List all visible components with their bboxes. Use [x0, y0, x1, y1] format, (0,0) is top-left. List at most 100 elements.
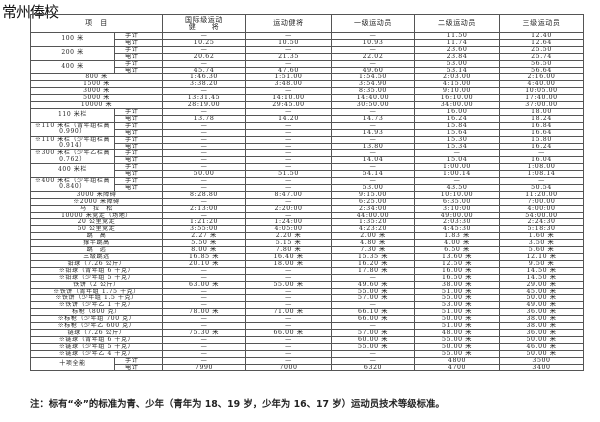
standard-value: 15.64: [414, 128, 500, 137]
timing-method: 电计: [114, 128, 163, 137]
header-col: 一级运动员: [331, 14, 415, 33]
standard-value: —: [162, 315, 246, 324]
standard-value: —: [245, 87, 332, 96]
table-row: ※300 米栏（少年乙栏高 0.762） 手计 — — — — —: [30, 149, 584, 165]
standard-value: —: [162, 335, 246, 344]
standard-value: —: [331, 177, 415, 185]
standard-value: 1:46.30: [162, 73, 246, 82]
standard-value: 16.00: [414, 107, 500, 116]
standard-value: —: [245, 356, 332, 365]
standard-value: 55.00 米: [414, 349, 500, 358]
standard-value: 5:18:30: [499, 225, 584, 234]
table-row: 3000 米 — —8:35.00 9:10.00 10:05.00: [30, 87, 584, 96]
standard-value: —: [331, 149, 415, 158]
standard-value: —: [245, 142, 332, 151]
table-row: ※2000 米障碍 — —6:25.00 6:35.00 7:00.00: [30, 197, 584, 206]
standard-value: 2:13:00: [162, 204, 246, 213]
standard-value: 38.00 米: [499, 315, 584, 324]
standard-value: 11:20.00: [499, 190, 584, 199]
standard-value: 5.50 米: [162, 239, 246, 248]
standard-value: 25.50: [499, 45, 584, 54]
standard-value: —: [331, 356, 415, 365]
standard-value: 46.00 米: [499, 342, 584, 351]
standard-value: 23.84: [414, 52, 500, 61]
event-label: 三级跳远: [30, 253, 163, 261]
standard-value: 53.00 米: [414, 301, 500, 310]
standard-value: 7.30 米: [331, 246, 415, 254]
standard-value: —: [331, 107, 415, 116]
standard-value: 14.50 米: [499, 273, 584, 282]
standard-value: 14.04: [331, 156, 415, 165]
standard-value: 29:45.00: [245, 101, 332, 109]
standard-value: 57.00 米: [331, 328, 415, 337]
standard-value: 17:40.00: [499, 94, 584, 103]
standard-value: —: [162, 135, 246, 144]
table-row: ※链球（青年组 6 千克） — —60.00 米 55.00 米 50.00 米: [30, 335, 584, 344]
standard-value: 7000: [245, 363, 332, 372]
footnote: 注：标有“※”的标准为青、少年（青年为 18、19 岁，少年为 16、17 岁）…: [30, 399, 445, 410]
standard-value: 12.64: [499, 38, 584, 47]
table-row: ※标枪（少年组 700 克） — —66.00 米 50.00 米 38.00 米: [30, 315, 584, 324]
standard-value: 1:08.14: [499, 170, 584, 179]
standard-value: 47.60: [245, 66, 332, 75]
standard-value: 18.24: [499, 114, 584, 123]
standard-value: —: [162, 197, 246, 206]
standard-value: —: [245, 156, 332, 165]
standard-value: 43.50: [414, 183, 500, 192]
event-label: 十项全能: [30, 356, 115, 372]
event-label: 50 公里竞走: [30, 225, 163, 234]
standard-value: 1:08.00: [499, 163, 584, 172]
standard-value: 16.64: [499, 128, 584, 137]
event-label: 400 米: [30, 59, 115, 75]
standard-value: 66.00 米: [245, 328, 332, 337]
standard-value: —: [162, 163, 246, 172]
standard-value: 1.60 米: [499, 232, 584, 241]
table-row: ※铁饼（青年组 1.75 千克） — —55.00 米 51.00 米 45.00 米: [30, 287, 584, 296]
event-label: 撑竿跳高: [30, 239, 163, 248]
standard-value: 15.84: [414, 121, 500, 130]
standard-value: 9:10.00: [414, 87, 500, 96]
standard-value: —: [245, 135, 332, 144]
standard-value: —: [245, 149, 332, 158]
standard-value: 50.00 米: [414, 315, 500, 324]
table-row: 撑竿跳高 5.50 米 5.15 米 4.80 米 4.00 米 3.50 米: [30, 239, 584, 248]
standard-value: —: [331, 163, 415, 172]
table-row: ※110 米栏（少年组栏高 0.914） 手计 — — —15.30 15.80: [30, 135, 584, 151]
standard-value: —: [162, 266, 246, 275]
standard-value: 2:03:30: [414, 218, 500, 227]
timing-method: 电计: [114, 183, 163, 192]
standard-value: 12.50 米: [414, 259, 500, 268]
standard-value: 54:00.00: [499, 211, 584, 220]
standard-value: 8:35.00: [331, 87, 415, 96]
standard-value: 4:45:30: [414, 225, 500, 234]
header-col: 国际级运动 健 将: [162, 14, 246, 33]
standard-value: 28:19.00: [162, 101, 246, 109]
standard-value: 20.62: [162, 52, 246, 61]
table-row: 十项全能 手计 — — —4800 3500: [30, 356, 584, 372]
standard-value: 56.64: [499, 66, 584, 75]
standard-value: 22.02: [331, 52, 415, 61]
standard-value: 15.34: [414, 142, 500, 151]
standard-value: 4800: [414, 356, 500, 365]
event-label: 铁饼（2 公斤）: [30, 280, 163, 289]
event-label: 3000 米障碍: [30, 190, 163, 199]
standard-value: 56.50: [499, 59, 584, 68]
event-label: 400 米栏: [30, 163, 115, 179]
standard-value: —: [162, 301, 246, 310]
standard-value: —: [245, 45, 332, 54]
standard-value: —: [245, 107, 332, 116]
header-item: 项 目: [30, 14, 163, 33]
standard-value: —: [162, 211, 246, 220]
event-label: ※链球（少年组 5 千克）: [30, 342, 163, 351]
standard-value: 1:54.50: [331, 73, 415, 82]
standard-value: 16.20 米: [331, 259, 415, 268]
standard-value: 2.20 米: [245, 232, 332, 241]
event-label: 3000 米: [30, 87, 163, 96]
standard-value: 50.00: [162, 170, 246, 179]
standard-value: 63.00 米: [162, 280, 246, 289]
standard-value: —: [245, 301, 332, 310]
standard-value: —: [162, 87, 246, 96]
standard-value: 10.50: [245, 38, 332, 47]
standard-value: 1:35:20: [331, 218, 415, 227]
table-row: 跳 高 2.27 米 2.20 米 2.00 米 1.83 米 1.60 米: [30, 232, 584, 241]
